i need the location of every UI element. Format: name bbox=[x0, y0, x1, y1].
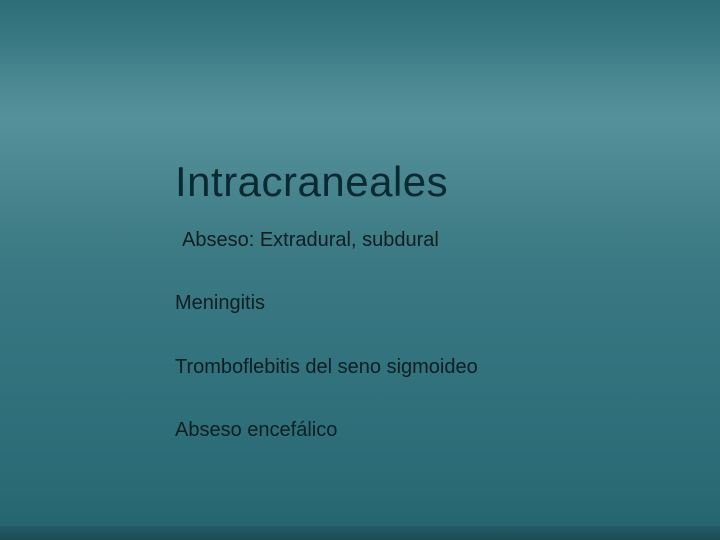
slide-bullet-3: Tromboflebitis del seno sigmoideo bbox=[175, 356, 478, 379]
slide-bullet-1: Abseso: Extradural, subdural bbox=[182, 229, 439, 252]
presentation-slide: Intracraneales Abseso: Extradural, subdu… bbox=[0, 0, 720, 540]
slide-bullet-4: Abseso encefálico bbox=[175, 419, 337, 442]
slide-bullet-2: Meningitis bbox=[175, 292, 265, 315]
slide-title: Intracraneales bbox=[175, 158, 448, 206]
